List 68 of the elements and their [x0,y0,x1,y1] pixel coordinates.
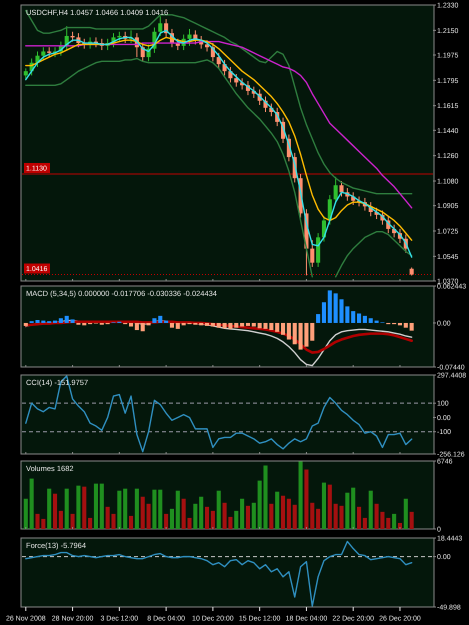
candlestick [216,52,221,69]
line-series [24,320,413,354]
candlestick [310,240,314,268]
candlestick [158,16,162,36]
bar [35,320,40,323]
bar [41,518,46,529]
bar [280,496,286,529]
bar [100,484,104,529]
bar [128,516,134,529]
candlestick [70,31,75,42]
bar [280,322,286,335]
bar [410,512,414,529]
bar [269,504,274,529]
line-series [25,540,412,607]
line-series [25,10,412,194]
bar [106,506,110,529]
bar [94,484,98,529]
bar [368,490,373,529]
bar [246,506,250,529]
bar [35,514,40,529]
bar [222,502,227,529]
bar [322,482,326,529]
bar [164,514,168,529]
bar [316,314,320,323]
bar [404,498,408,529]
bar [339,506,344,529]
bar [111,514,116,529]
candlestick [334,176,338,204]
bar [70,514,75,529]
bar [374,504,379,529]
bar [356,506,362,529]
bar [246,322,250,326]
bar [176,490,180,529]
bar [47,488,52,529]
bar [182,498,186,529]
candlestick [24,68,28,80]
bar [322,302,326,323]
bar [128,322,134,327]
bar [339,299,344,323]
bar [362,518,367,529]
bar [263,465,268,529]
bar [392,514,396,529]
bar [298,461,303,529]
bar [216,490,221,529]
bar [58,510,63,529]
bar [187,518,192,529]
bar [228,516,232,529]
bar [275,492,280,529]
bar [210,510,215,529]
candlestick [41,46,46,60]
bar [24,322,28,326]
bar [263,322,268,329]
candlestick [339,180,344,198]
candlestick [117,31,122,42]
bar [170,322,174,328]
bar [398,322,402,326]
bar [170,508,174,529]
bar [134,488,139,529]
bar [52,494,58,529]
bar [76,486,80,529]
bar [204,322,210,326]
candlestick [47,46,52,58]
bar [356,313,362,323]
candlestick [187,28,192,46]
candlestick [234,74,238,88]
line-series [25,375,412,452]
bar [204,506,210,529]
bar [64,488,69,529]
